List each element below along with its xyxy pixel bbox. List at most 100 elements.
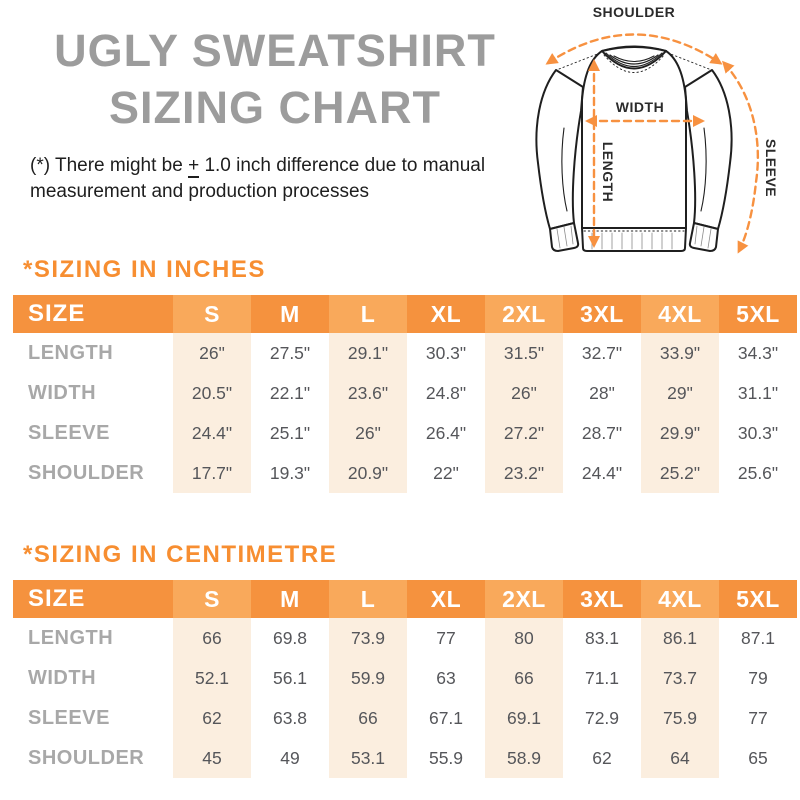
size-value-cell: 63 xyxy=(436,667,456,688)
size-value-cell: 56.1 xyxy=(272,667,308,688)
size-value-cell: 30.3" xyxy=(425,342,467,363)
width-label: WIDTH xyxy=(616,99,664,115)
size-value-cell: 33.9" xyxy=(641,333,719,373)
plus-minus-symbol: + xyxy=(188,155,200,178)
size-value-cell: 75.9 xyxy=(641,698,719,738)
size-column-header: S xyxy=(173,580,251,618)
size-column-header: 5XL xyxy=(719,295,797,333)
size-value-cell: 69.8 xyxy=(272,627,308,648)
size-column-header: 4XL xyxy=(641,295,719,333)
page-title: UGLY SWEATSHIRT SIZING CHART xyxy=(30,22,520,136)
size-value-cell: 80 xyxy=(485,618,563,658)
size-value-cell: 73.9 xyxy=(329,618,407,658)
size-value-cell: 26" xyxy=(485,373,563,413)
centimetre-section: *SIZING IN CENTIMETRE SIZE S M L XL 2XL 3XL 4XL… xyxy=(13,541,797,778)
size-value-cell: 67.1 xyxy=(428,707,464,728)
title-block: UGLY SWEATSHIRT SIZING CHART (*) There m… xyxy=(0,0,520,258)
size-value-cell: 79 xyxy=(748,667,768,688)
disclaimer-text-end: 1.0 inch difference due to manual measur… xyxy=(30,155,486,202)
size-column-header: 5XL xyxy=(719,580,797,618)
page-title-line2: SIZING CHART xyxy=(109,82,441,133)
size-value-cell: 66 xyxy=(329,698,407,738)
size-value-cell: 72.9 xyxy=(584,707,620,728)
measurement-row-label: WIDTH xyxy=(28,666,97,689)
size-value-cell: 49 xyxy=(280,747,300,768)
table-header-size-cell: SIZE xyxy=(13,580,173,618)
size-value-cell: 34.3" xyxy=(737,342,779,363)
size-value-cell: 19.3" xyxy=(269,462,311,483)
size-value-cell: 65 xyxy=(748,747,768,768)
size-value-cell: 32.7" xyxy=(581,342,623,363)
size-value-cell: 63.8 xyxy=(272,707,308,728)
size-value-cell: 77 xyxy=(436,627,456,648)
size-value-cell: 66 xyxy=(485,658,563,698)
header-area: UGLY SWEATSHIRT SIZING CHART (*) There m… xyxy=(0,0,800,258)
centimetre-size-table: SIZE S M L XL 2XL 3XL 4XL 5XL LENGTH 66 69.8 73.9 77 8… xyxy=(13,580,797,778)
measurement-row-label: LENGTH xyxy=(28,341,114,364)
inches-size-table: SIZE S M L XL 2XL 3XL 4XL 5XL LENGTH 26" 27.5" 29.1"… xyxy=(13,295,797,493)
size-value-cell: 20.5" xyxy=(173,373,251,413)
size-value-cell: 28" xyxy=(589,382,615,403)
measurement-row-label: SHOULDER xyxy=(28,461,145,484)
size-value-cell: 17.7" xyxy=(173,453,251,493)
size-value-cell: 31.1" xyxy=(737,382,779,403)
size-value-cell: 29.1" xyxy=(329,333,407,373)
size-value-cell: 59.9 xyxy=(329,658,407,698)
size-value-cell: 23.6" xyxy=(329,373,407,413)
size-value-cell: 26" xyxy=(329,413,407,453)
size-value-cell: 58.9 xyxy=(485,738,563,778)
shoulder-label: SHOULDER xyxy=(593,4,676,20)
size-value-cell: 20.9" xyxy=(329,453,407,493)
size-value-cell: 71.1 xyxy=(584,667,620,688)
size-value-cell: 83.1 xyxy=(584,627,620,648)
section-heading-inches: *SIZING IN INCHES xyxy=(23,256,266,283)
size-value-cell: 26" xyxy=(173,333,251,373)
measurement-row-label: SHOULDER xyxy=(28,746,145,769)
size-value-cell: 25.2" xyxy=(641,453,719,493)
size-column-header: 3XL xyxy=(563,580,641,618)
length-label: LENGTH xyxy=(600,142,616,203)
table-header-size-cell: SIZE xyxy=(13,295,173,333)
size-value-cell: 64 xyxy=(641,738,719,778)
diagram-block: SHOULDER WIDTH LENGTH SLEEVE xyxy=(520,0,800,258)
size-value-cell: 69.1 xyxy=(485,698,563,738)
size-value-cell: 24.4" xyxy=(581,462,623,483)
sleeve-arrow xyxy=(721,60,759,254)
size-value-cell: 23.2" xyxy=(485,453,563,493)
size-value-cell: 26.4" xyxy=(425,422,467,443)
size-value-cell: 73.7 xyxy=(641,658,719,698)
size-column-header: L xyxy=(329,580,407,618)
size-value-cell: 29" xyxy=(641,373,719,413)
size-value-cell: 77 xyxy=(748,707,768,728)
size-column-header: XL xyxy=(407,580,485,618)
size-value-cell: 22.1" xyxy=(269,382,311,403)
size-value-cell: 27.5" xyxy=(269,342,311,363)
size-column-header: S xyxy=(173,295,251,333)
size-column-header: M xyxy=(251,580,329,618)
size-value-cell: 24.8" xyxy=(425,382,467,403)
size-value-cell: 45 xyxy=(173,738,251,778)
size-value-cell: 86.1 xyxy=(641,618,719,658)
size-value-cell: 30.3" xyxy=(737,422,779,443)
size-column-header: 2XL xyxy=(485,580,563,618)
size-value-cell: 22" xyxy=(433,462,459,483)
size-value-cell: 62 xyxy=(173,698,251,738)
section-heading-centimetre: *SIZING IN CENTIMETRE xyxy=(23,541,338,568)
size-value-cell: 87.1 xyxy=(740,627,776,648)
measurement-row-label: LENGTH xyxy=(28,626,114,649)
size-column-header: XL xyxy=(407,295,485,333)
tolerance-disclaimer: (*) There might be + 1.0 inch difference… xyxy=(30,153,520,205)
size-value-cell: 52.1 xyxy=(173,658,251,698)
size-column-header: 3XL xyxy=(563,295,641,333)
sweatshirt-diagram: SHOULDER WIDTH LENGTH SLEEVE xyxy=(535,4,779,254)
size-value-cell: 66 xyxy=(173,618,251,658)
size-column-header: 2XL xyxy=(485,295,563,333)
size-value-cell: 53.1 xyxy=(329,738,407,778)
size-value-cell: 24.4" xyxy=(173,413,251,453)
size-value-cell: 55.9 xyxy=(428,747,464,768)
measurement-row-label: SLEEVE xyxy=(28,421,110,444)
size-value-cell: 25.6" xyxy=(737,462,779,483)
sleeve-label: SLEEVE xyxy=(763,139,779,197)
size-value-cell: 25.1" xyxy=(269,422,311,443)
